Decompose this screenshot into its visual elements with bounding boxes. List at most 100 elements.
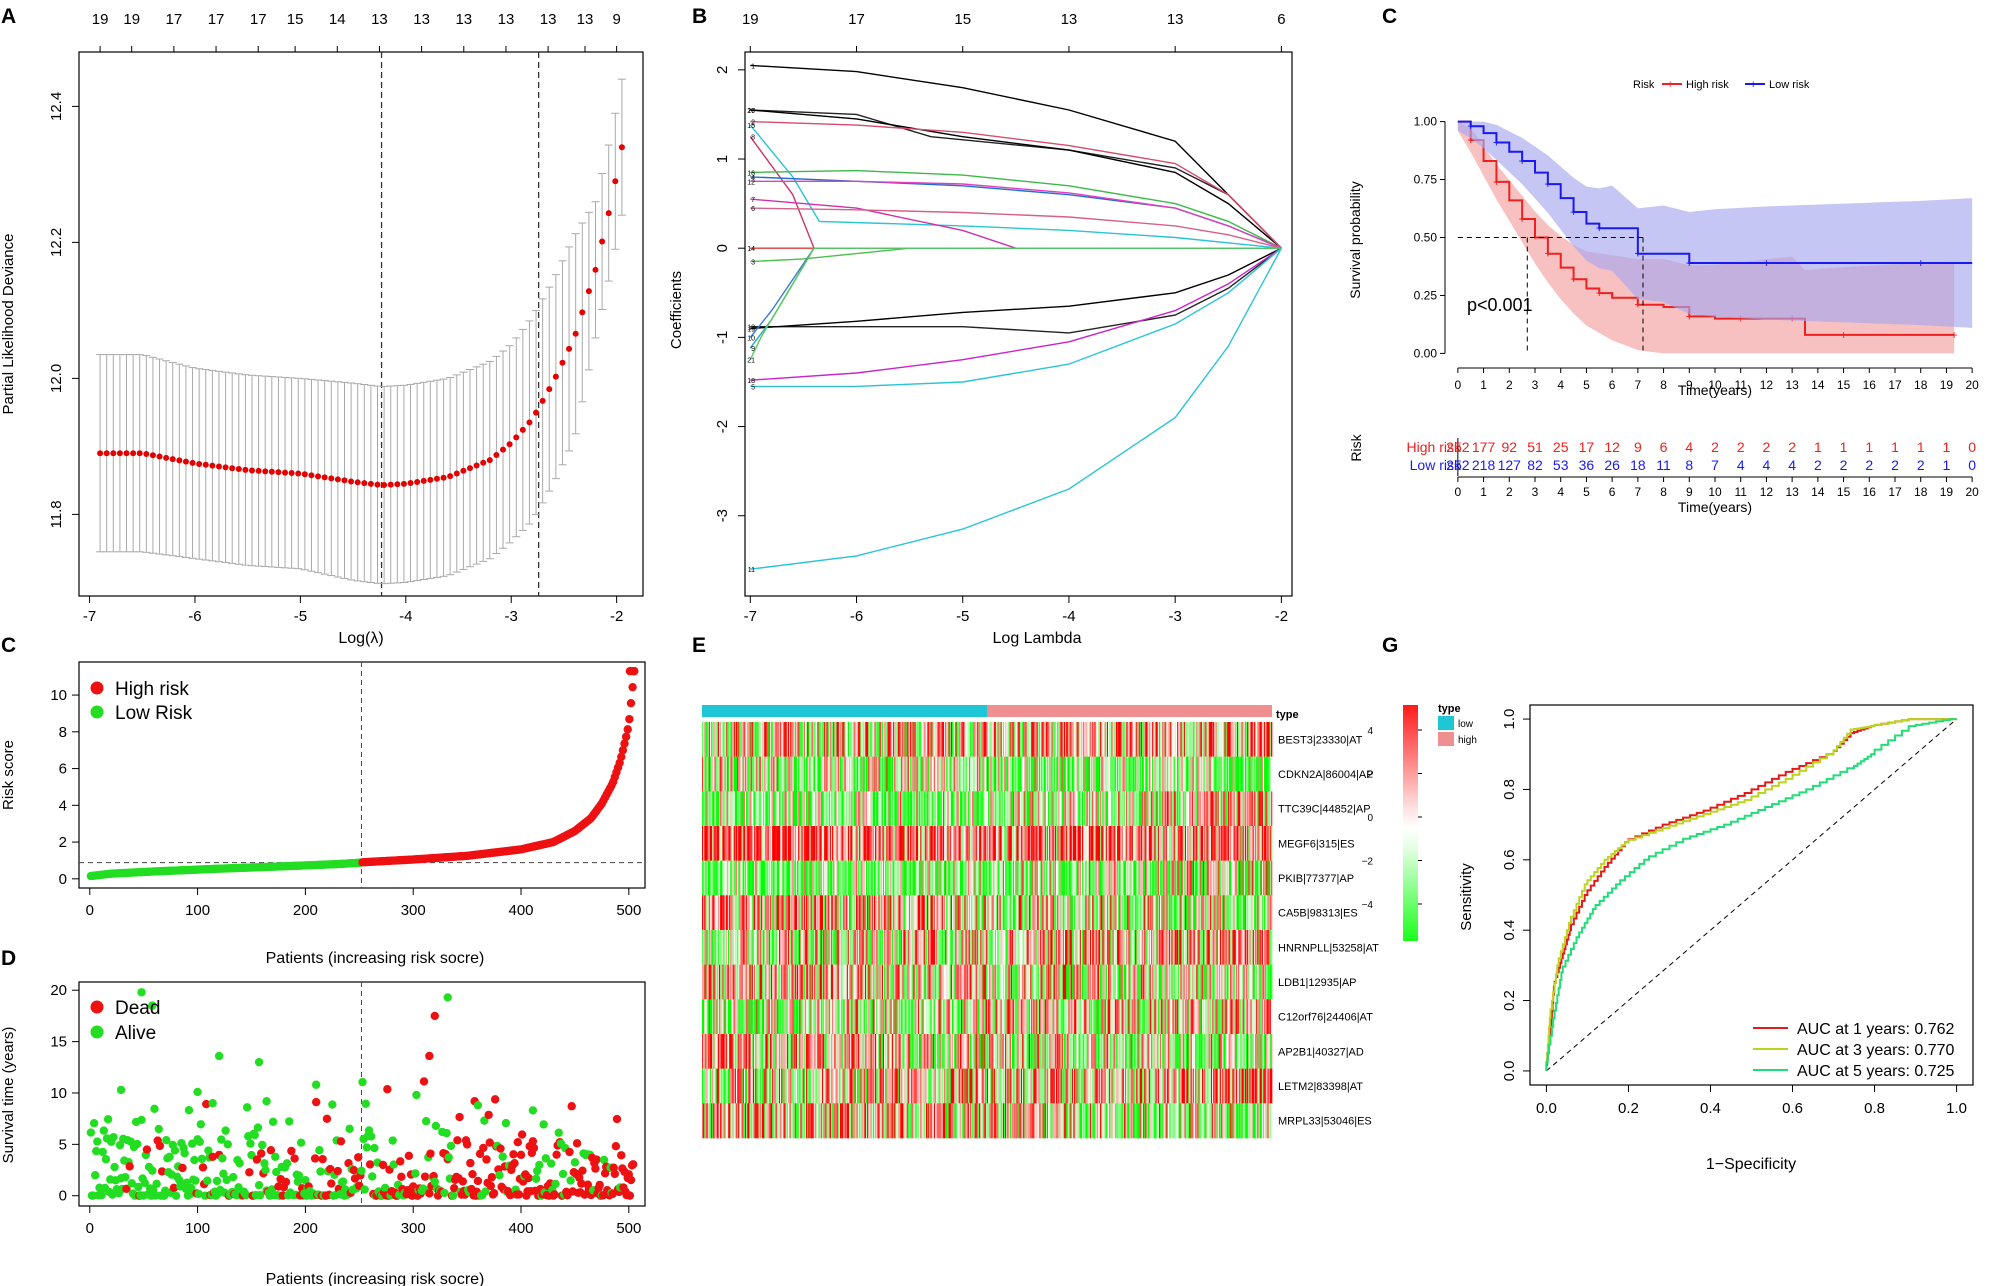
heatmap-cell [1163,895,1165,931]
heatmap-cell [763,722,765,757]
heatmap-cell [1213,791,1215,827]
heatmap-cell [825,791,827,827]
heatmap-cell [871,756,874,792]
heatmap-cell [845,826,848,861]
heatmap-cell [949,791,952,827]
heatmap-cell [975,860,978,896]
heatmap-cell [1052,791,1055,827]
heatmap-cell [826,791,828,827]
heatmap-cell [1266,722,1268,757]
lasso-cv-xlabel: Log(λ) [338,630,383,647]
heatmap-cell [1097,930,1100,965]
heatmap-cell [791,860,793,896]
heatmap-cell [1258,722,1260,757]
heatmap-cell [793,860,796,896]
surv-xtick-label: 100 [185,1220,210,1237]
heatmap-cell [1114,895,1117,931]
heatmap-cell [1249,895,1251,931]
surv-point-alive [285,1117,294,1126]
heatmap-cell [829,791,832,827]
heatmap-cell [784,722,787,757]
heatmap-cell [761,756,764,792]
heatmap-cell [1014,791,1016,827]
heatmap-cell [929,895,931,931]
heatmap-cell [1042,930,1044,965]
heatmap-cell [1049,722,1051,757]
heatmap-cell [878,860,880,896]
heatmap-cell [1088,860,1091,896]
heatmap-cell [981,722,983,757]
heatmap-cell [1063,756,1066,792]
km-risk-count: 2 [1737,439,1745,455]
heatmap-cell [789,895,791,931]
heatmap-cell [1181,722,1183,757]
heatmap-cell [724,791,727,827]
heatmap-cell [979,722,981,757]
heatmap-cell [778,756,781,792]
heatmap-cell [1036,722,1039,757]
heatmap-cell [766,895,768,931]
heatmap-cell [1009,722,1012,757]
heatmap-cell [1054,791,1057,827]
heatmap-cell [934,895,937,931]
heatmap-cell [799,756,801,792]
heatmap-cell [1025,826,1027,861]
heatmap-cell [924,756,927,792]
heatmap-cell [887,860,889,896]
surv-point-dead [327,1179,336,1188]
heatmap-cell [1184,826,1187,861]
heatmap-cell [1200,722,1203,757]
heatmap-cell [815,895,817,931]
heatmap-cell [1045,826,1048,861]
heatmap-cell [826,860,828,896]
heatmap-cell [1050,756,1052,792]
heatmap-cell [739,791,741,827]
lasso-coef-ytick-label: -2 [714,420,731,433]
heatmap-cell [975,756,978,792]
heatmap-cell [839,722,842,757]
heatmap-cell [878,826,880,861]
heatmap-cell [1091,895,1093,931]
heatmap-cell [898,826,901,861]
heatmap-cell [716,930,719,965]
heatmap-cell [802,722,805,757]
heatmap-cell [1256,756,1258,792]
heatmap-cell [1101,895,1103,931]
heatmap-cell [1032,722,1034,757]
heatmap-cell [911,826,913,861]
heatmap-cell [759,826,762,861]
heatmap-cell [1034,860,1036,896]
heatmap-cell [1019,895,1022,931]
heatmap-cell [1016,791,1018,827]
heatmap-cell [1053,756,1056,792]
heatmap-cell [914,930,917,965]
heatmap-cell [1068,722,1070,757]
heatmap-cell [1060,722,1062,757]
km-censor-mark: + [1634,298,1641,312]
surv-point-alive [541,1154,551,1163]
heatmap-cell [1111,826,1113,861]
heatmap-cell [1043,826,1046,861]
heatmap-cell [1215,791,1217,827]
surv-point-alive [154,1124,163,1134]
heatmap-cell [953,895,955,931]
lasso-cv-ytick-label: 12.2 [48,228,65,257]
lasso-cv-point [493,451,500,458]
surv-point-alive [481,1187,490,1196]
heatmap-cell [1068,930,1070,965]
heatmap-cell [1071,722,1074,757]
surv-point-alive [316,1167,325,1176]
heatmap-cell [1085,756,1087,792]
heatmap-cell [1227,722,1230,757]
heatmap-cell [911,756,913,792]
heatmap-cell [1013,895,1015,931]
heatmap-cell [976,930,979,965]
heatmap-cell [998,930,1000,965]
heatmap-cell [1000,895,1003,931]
surv-point-alive [170,1146,180,1155]
heatmap-cell [1208,791,1211,827]
surv-point-dead [336,1137,346,1146]
heatmap-cell [886,722,888,757]
heatmap-cell [1235,826,1238,861]
heatmap-cell [748,756,750,792]
